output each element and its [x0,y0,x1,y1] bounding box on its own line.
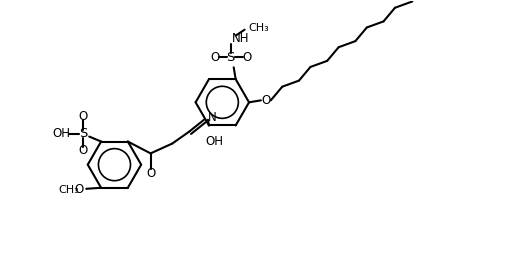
Text: OH: OH [205,135,223,148]
Text: CH₃: CH₃ [58,185,79,195]
Text: O: O [210,51,220,64]
Text: O: O [79,110,88,123]
Text: CH₃: CH₃ [248,23,269,33]
Text: S: S [227,51,235,64]
Text: O: O [146,167,155,180]
Text: NH: NH [232,32,249,45]
Text: O: O [79,144,88,157]
Text: S: S [79,127,87,140]
Text: O: O [74,183,83,196]
Text: O: O [261,94,271,107]
Text: O: O [242,51,251,64]
Text: OH: OH [53,127,71,140]
Text: N: N [208,111,217,124]
